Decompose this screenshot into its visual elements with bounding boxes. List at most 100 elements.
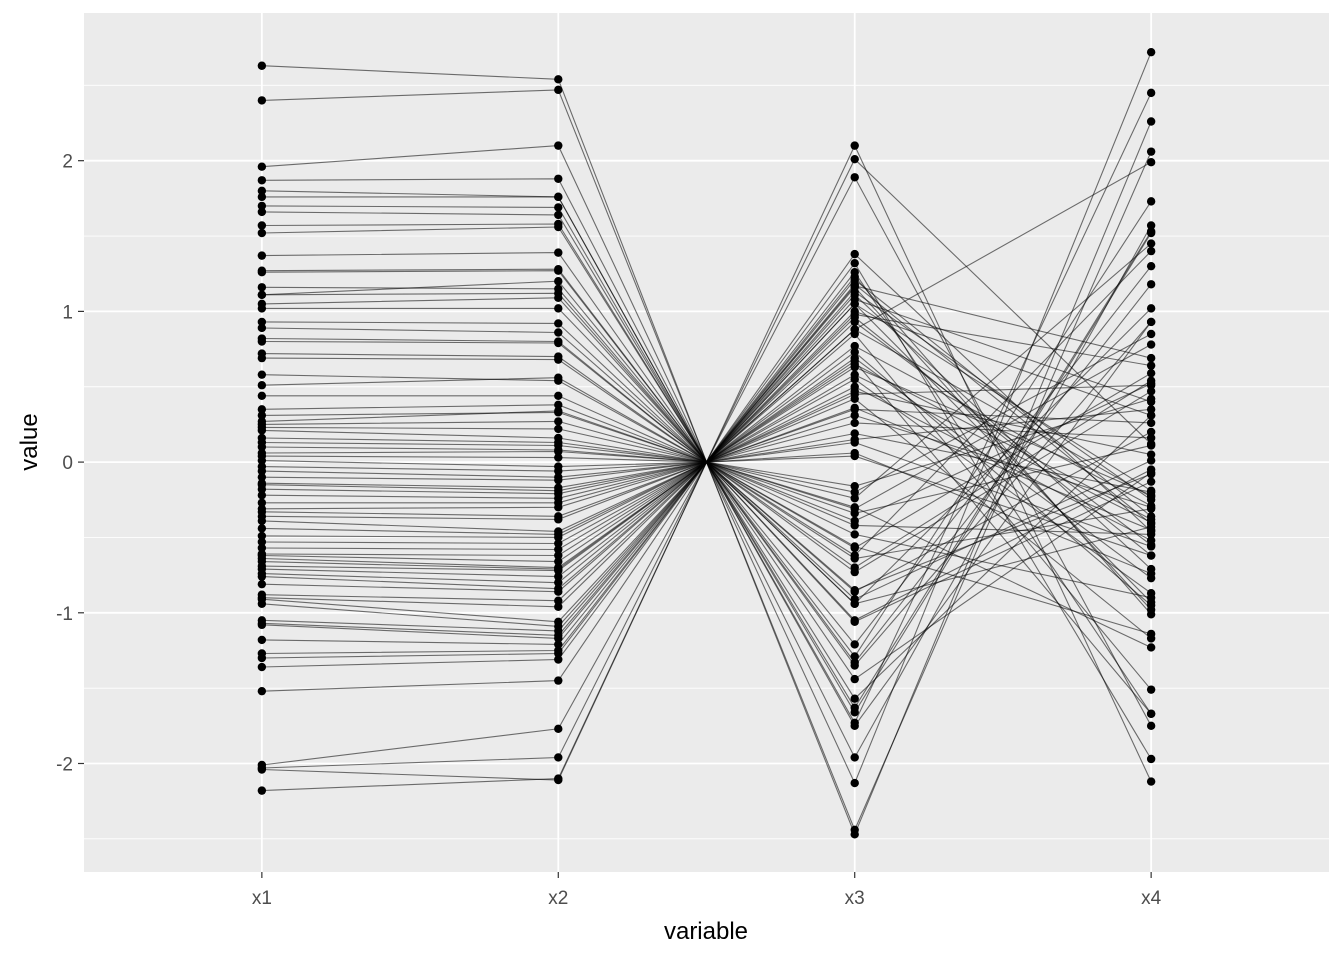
x-axis: x1 x2 x3 x4 (252, 872, 1162, 909)
series-points (257, 47, 1156, 839)
data-point (554, 141, 563, 150)
data-point (850, 347, 859, 357)
data-point (850, 287, 859, 296)
data-point (1146, 246, 1156, 256)
data-point (257, 192, 267, 202)
data-point (257, 186, 267, 196)
data-point (1146, 329, 1156, 339)
y-tick-label: -1 (56, 604, 73, 625)
x-axis-title: variable (664, 918, 748, 945)
data-point (257, 572, 267, 581)
data-point (1146, 361, 1156, 370)
data-point (554, 566, 563, 575)
data-point (1146, 280, 1156, 289)
x-tick-label: x3 (845, 888, 865, 909)
data-point (850, 280, 859, 289)
data-point (257, 353, 267, 363)
data-point (554, 438, 563, 447)
data-point (257, 686, 267, 696)
data-point (1146, 394, 1156, 403)
y-tick-label: 1 (62, 302, 73, 323)
data-point (257, 599, 267, 608)
data-point (554, 774, 563, 783)
data-point (554, 417, 563, 426)
data-point (850, 329, 859, 339)
data-point (1146, 721, 1156, 731)
data-point (1146, 88, 1156, 98)
data-point (850, 640, 859, 649)
series-line (261, 275, 1152, 615)
data-point (850, 674, 859, 684)
data-point (1146, 551, 1156, 560)
data-point (1146, 593, 1156, 602)
data-point (257, 786, 267, 795)
data-point (257, 765, 267, 774)
y-axis-title: value (16, 413, 43, 470)
data-point (554, 515, 563, 524)
data-point (850, 403, 859, 413)
data-point (257, 405, 267, 414)
data-point (1146, 469, 1156, 479)
data-point (554, 304, 563, 313)
data-point (1146, 387, 1156, 396)
data-point (257, 498, 267, 507)
data-point (1146, 441, 1156, 450)
data-point (850, 708, 859, 717)
data-point (850, 563, 859, 572)
data-point (850, 652, 859, 661)
data-point (554, 634, 563, 643)
data-point (850, 554, 859, 563)
data-point (1146, 368, 1156, 378)
data-point (1146, 540, 1156, 550)
data-point (257, 391, 267, 400)
data-point (554, 640, 563, 649)
data-point (257, 426, 267, 435)
data-point (257, 411, 267, 420)
data-point (1146, 405, 1156, 414)
data-point (1146, 754, 1156, 764)
data-point (554, 192, 563, 202)
data-point (850, 411, 859, 420)
data-point (257, 537, 267, 547)
data-point (554, 447, 563, 456)
data-point (554, 406, 563, 416)
data-point (554, 724, 563, 734)
data-point (257, 251, 267, 260)
data-point (554, 424, 563, 434)
data-point (554, 293, 563, 303)
data-point (554, 557, 563, 566)
y-tick-label: -2 (56, 754, 73, 775)
data-point (1146, 495, 1156, 504)
y-tick-label: 2 (62, 152, 73, 173)
data-point (554, 466, 563, 476)
data-point (850, 778, 859, 788)
data-point (1146, 117, 1156, 126)
data-point (257, 370, 267, 379)
data-point (850, 154, 859, 164)
data-point (554, 174, 563, 183)
data-point (850, 694, 859, 703)
data-point (257, 337, 267, 346)
data-point (1146, 629, 1156, 639)
minor-gridlines (84, 84, 1329, 840)
data-point (554, 376, 563, 385)
data-point (554, 602, 563, 611)
data-point (554, 578, 563, 587)
data-point (257, 290, 267, 300)
data-point (554, 355, 563, 364)
data-point (1146, 228, 1156, 238)
data-point (850, 341, 859, 351)
data-point (1146, 525, 1156, 535)
data-point (1146, 317, 1156, 327)
data-point (850, 509, 859, 518)
data-point (257, 176, 267, 185)
data-point (1146, 239, 1156, 248)
data-point (554, 676, 563, 685)
data-point (1146, 353, 1156, 363)
data-point (257, 491, 267, 500)
data-point (1146, 411, 1156, 420)
data-point (554, 486, 563, 495)
data-point (257, 635, 267, 645)
data-point (1146, 47, 1156, 57)
